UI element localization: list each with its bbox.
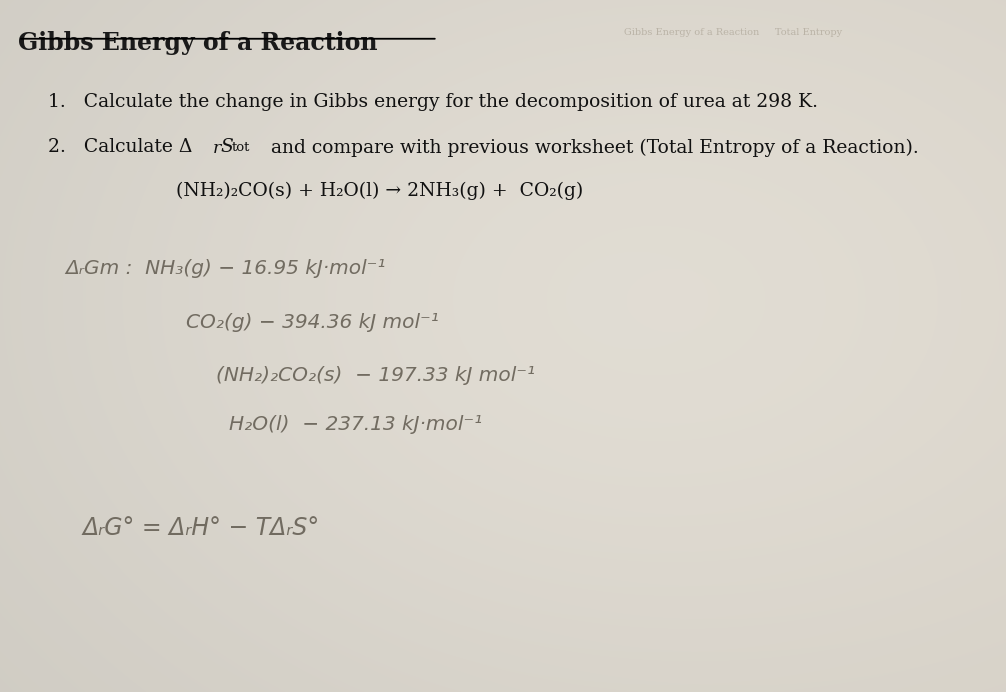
Text: 2.   Calculate Δ: 2. Calculate Δ [48,138,193,156]
Text: ΔᵣG° = ΔᵣH° − TΔᵣS°: ΔᵣG° = ΔᵣH° − TΔᵣS° [82,516,320,540]
Text: and compare with previous worksheet (Total Entropy of a Reaction).: and compare with previous worksheet (Tot… [265,138,918,156]
Text: Gibbs Energy of a Reaction     Total Entropy: Gibbs Energy of a Reaction Total Entropy [624,28,842,37]
Text: (NH₂)₂CO(s) + H₂O(l) → 2NH₃(g) +  CO₂(g): (NH₂)₂CO(s) + H₂O(l) → 2NH₃(g) + CO₂(g) [176,182,583,200]
Text: Gibbs Energy of a Reaction: Gibbs Energy of a Reaction [18,31,377,55]
Text: S: S [220,138,233,156]
Text: ΔᵣGm :  NH₃(g) − 16.95 kJ·mol⁻¹: ΔᵣGm : NH₃(g) − 16.95 kJ·mol⁻¹ [65,260,386,278]
Text: tot: tot [231,141,250,154]
Text: (NH₂)₂CO₂(s)  − 197.33 kJ mol⁻¹: (NH₂)₂CO₂(s) − 197.33 kJ mol⁻¹ [216,366,535,385]
Text: H₂O(l)  − 237.13 kJ·mol⁻¹: H₂O(l) − 237.13 kJ·mol⁻¹ [229,415,483,434]
Text: r: r [213,140,221,158]
Text: CO₂(g) − 394.36 kJ mol⁻¹: CO₂(g) − 394.36 kJ mol⁻¹ [186,313,439,331]
Text: 1.   Calculate the change in Gibbs energy for the decomposition of urea at 298 K: 1. Calculate the change in Gibbs energy … [48,93,818,111]
